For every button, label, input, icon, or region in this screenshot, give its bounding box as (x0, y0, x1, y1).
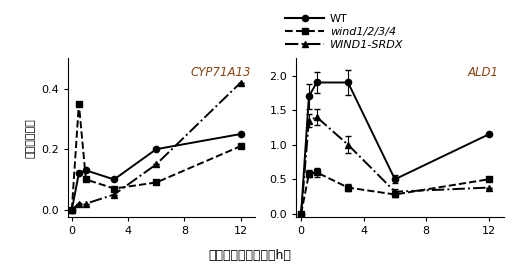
Y-axis label: 遺伝子発現量: 遺伝子発現量 (25, 118, 35, 158)
Text: 傑害処理後の時間（h）: 傑害処理後の時間（h） (208, 249, 291, 262)
Legend: WT, wind1/2/3/4, WIND1-SRDX: WT, wind1/2/3/4, WIND1-SRDX (285, 14, 404, 50)
Text: CYP71A13: CYP71A13 (190, 66, 251, 79)
Text: ALD1: ALD1 (467, 66, 498, 79)
